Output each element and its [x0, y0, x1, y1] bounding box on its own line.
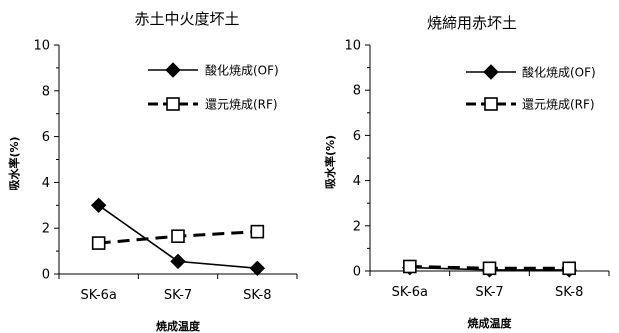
series-1-point [249, 260, 266, 276]
legend-marker-1 [483, 64, 499, 80]
chart-title: 赤土中火度坏土 [134, 10, 239, 28]
y-tick-label: 0 [353, 265, 361, 280]
legend-marker-1 [165, 62, 181, 78]
x-tick-label: SK-7 [475, 285, 503, 300]
series-2-point [482, 261, 497, 276]
y-tick-label: 2 [353, 219, 361, 234]
x-axis-label: 焼成温度 [156, 319, 201, 333]
legend-label-2: 還元焼成(RF) [205, 98, 278, 112]
y-tick-label: 10 [33, 39, 50, 54]
series-2-point [562, 261, 576, 276]
series-1-point [170, 253, 186, 270]
x-tick-label: SK-6a [392, 285, 428, 300]
x-tick-label: SK-6a [80, 288, 116, 303]
y-tick-label: 6 [353, 129, 361, 144]
series-1-point [90, 197, 107, 214]
series-2-point [91, 236, 106, 250]
y-axis-label: 吸水率(%) [7, 136, 21, 190]
y-tick-label: 8 [353, 84, 361, 99]
series-2-point [250, 224, 265, 239]
legend-label-2: 還元焼成(RF) [522, 98, 595, 112]
series-2-point [171, 229, 185, 244]
legend-marker-2 [484, 97, 498, 111]
x-tick-label: SK-7 [164, 288, 192, 303]
y-tick-label: 10 [344, 39, 361, 54]
series-2-point [403, 259, 417, 274]
x-tick-label: SK-8 [555, 285, 583, 300]
y-tick-label: 8 [42, 84, 50, 99]
x-tick-label: SK-8 [243, 288, 271, 303]
y-tick-label: 4 [42, 176, 50, 191]
legend-marker-2 [166, 97, 180, 111]
chart-panel-1: 赤土中火度坏土 0 2 4 6 8 10 SK-6a SK-7 SK-8 焼成温度 吸水率(%) 酸化焼… [7, 10, 298, 333]
y-tick-label: 4 [353, 174, 361, 189]
x-axis-label: 焼成温度 [468, 316, 513, 330]
legend-label-1: 酸化焼成(OF) [522, 65, 596, 80]
chart-panel-2: 焼締用赤坏土 0 2 4 6 8 10 SK-6a SK-7 SK-8 焼成温度 吸水率(%) 酸化焼成… [323, 14, 610, 330]
y-tick-label: 6 [42, 130, 50, 145]
y-tick-label: 2 [42, 222, 50, 237]
legend-label-1: 酸化焼成(OF) [205, 63, 279, 78]
y-tick-label: 0 [42, 268, 50, 283]
y-axis-label: 吸水率(%) [323, 135, 337, 189]
chart-title: 焼締用赤坏土 [427, 14, 517, 32]
